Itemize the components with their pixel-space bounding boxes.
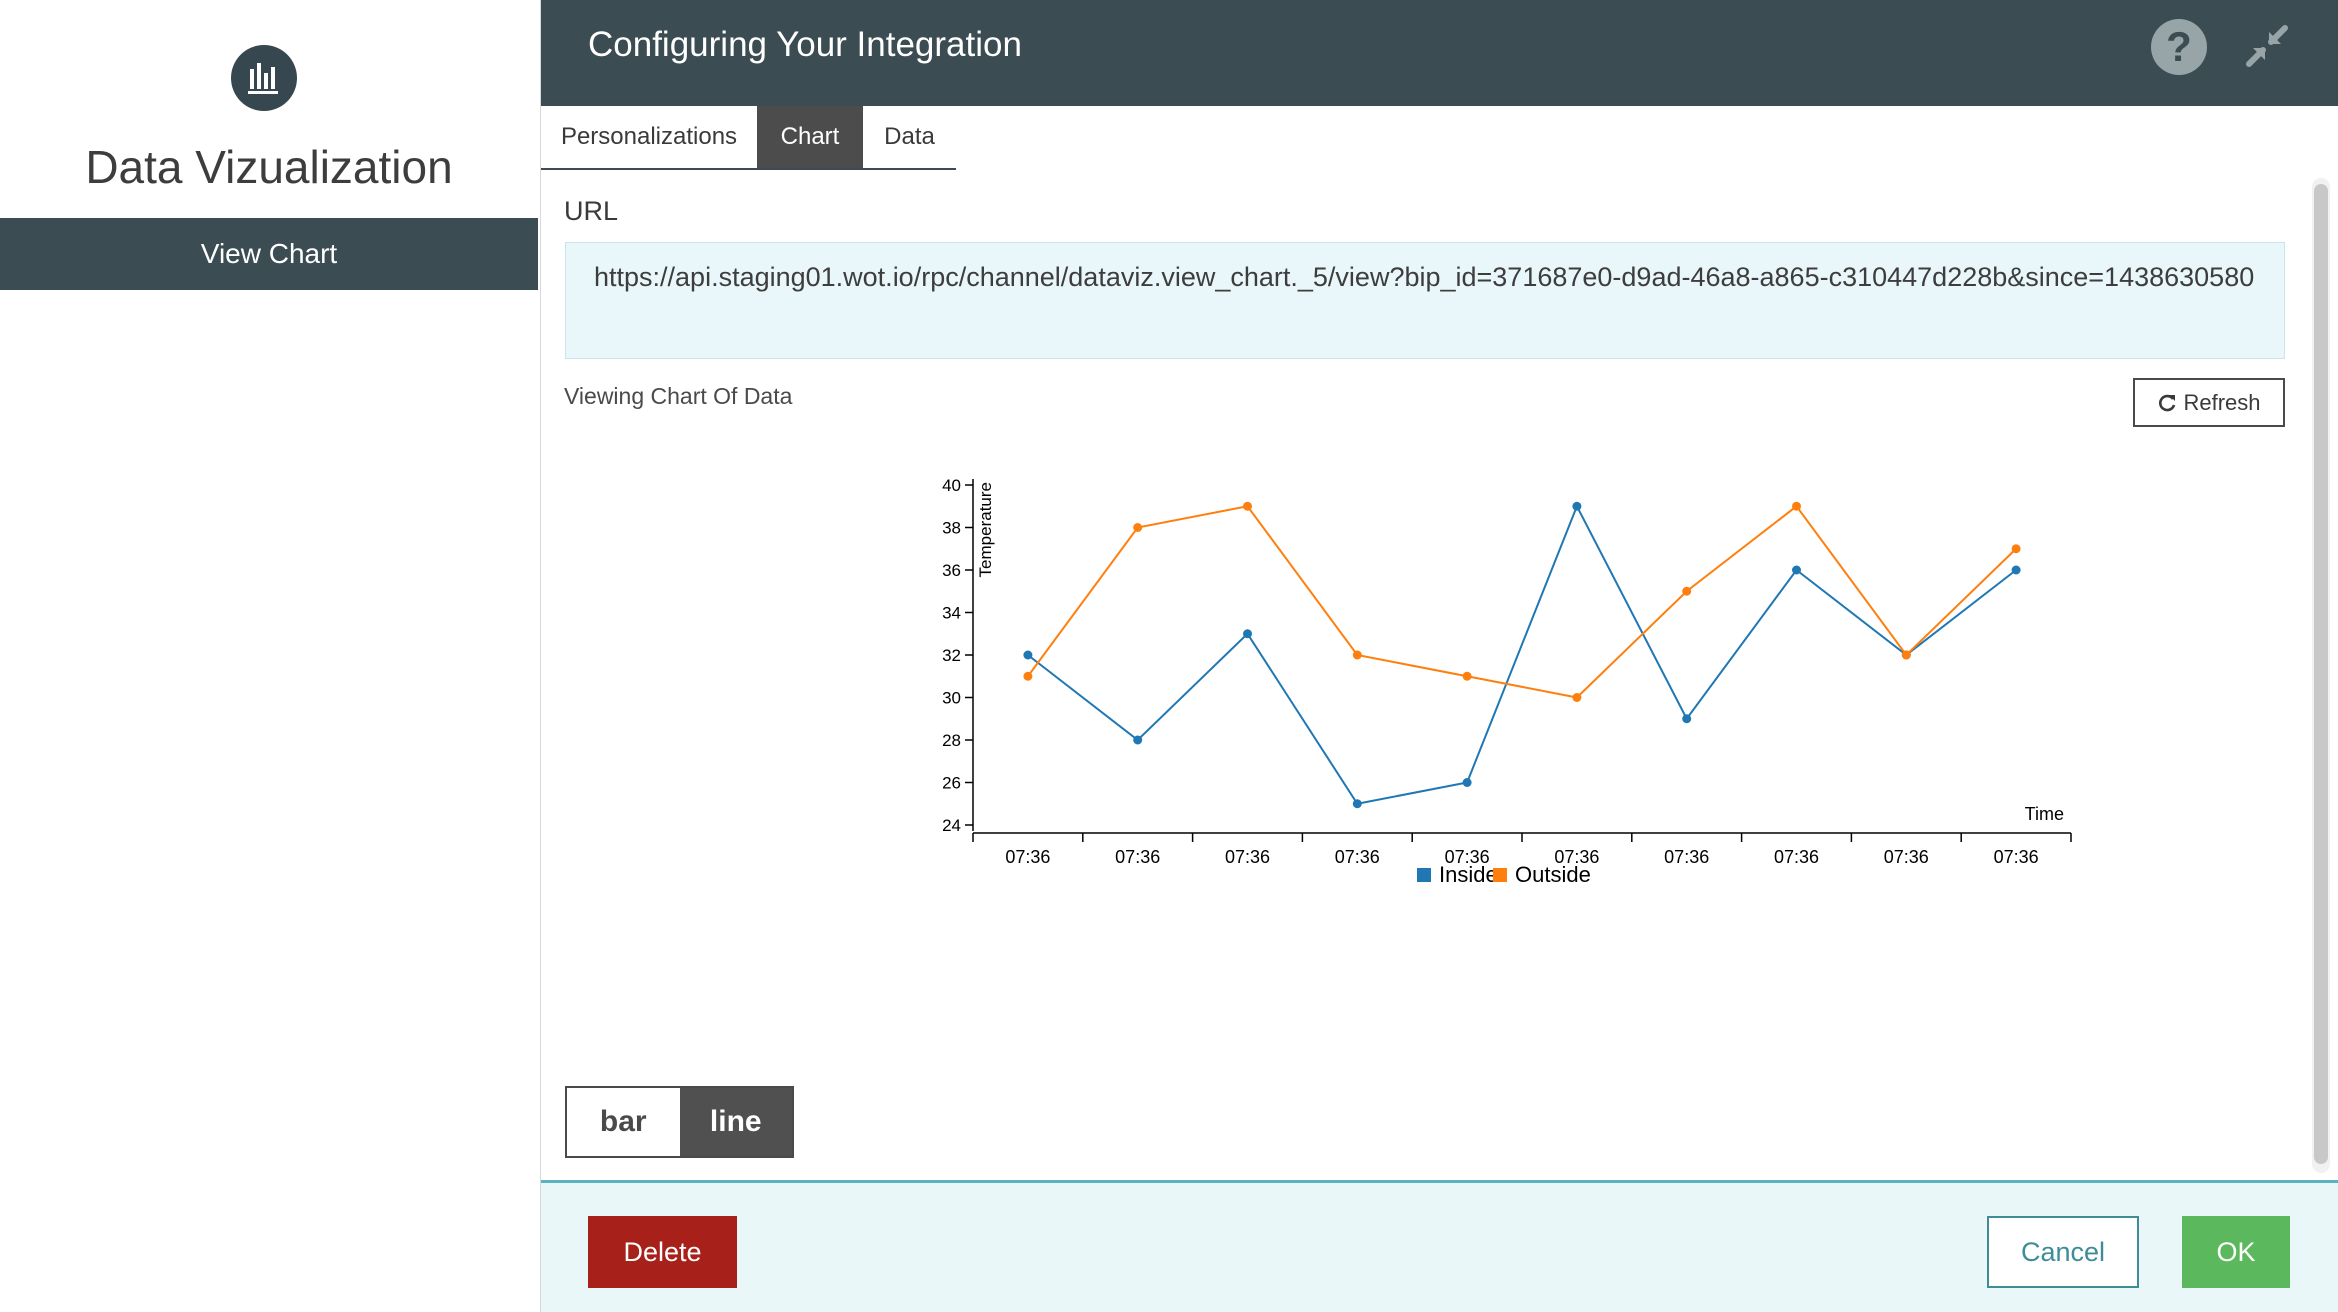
series-line-inside	[1027, 503, 2017, 805]
y-tick-label: 36	[942, 561, 961, 580]
data-point-outside	[1462, 671, 1472, 681]
scrollbar-thumb[interactable]	[2314, 184, 2328, 1164]
x-tick-label: 07:36	[1884, 847, 1929, 867]
legend-swatch-inside	[1417, 868, 1431, 882]
data-point-outside	[1133, 523, 1143, 532]
refresh-icon	[2159, 394, 2176, 411]
data-point-outside	[1792, 501, 1801, 511]
line-toggle-button[interactable]: line	[679, 1088, 792, 1156]
refresh-label: Refresh	[2183, 389, 2261, 415]
x-tick-label: 07:36	[1335, 847, 1380, 867]
data-point-inside	[1462, 778, 1472, 787]
data-point-inside	[1243, 629, 1252, 639]
dialog-header: Configuring Your Integration ?	[541, 0, 2338, 106]
data-point-outside	[2011, 544, 2021, 554]
data-point-inside	[1133, 735, 1143, 745]
integration-dialog: Configuring Your Integration ? Personali…	[540, 0, 2338, 1312]
y-tick-label: 40	[942, 476, 961, 495]
data-point-inside	[1792, 565, 1801, 575]
y-tick-label: 26	[942, 774, 961, 793]
x-tick-label: 07:36	[1005, 847, 1050, 867]
y-tick-label: 32	[942, 646, 961, 665]
y-axis-title: Temperature	[976, 482, 995, 577]
sidebar-item-view-chart[interactable]: View Chart	[0, 218, 538, 290]
data-point-outside	[1352, 650, 1362, 660]
dialog-title: Configuring Your Integration	[588, 25, 1022, 64]
chart-type-toggle: bar line	[565, 1086, 794, 1158]
app-title: Data Vizualization	[85, 141, 453, 193]
delete-button[interactable]: Delete	[588, 1216, 737, 1288]
chart-heading: Viewing Chart Of Data	[564, 383, 793, 409]
x-tick-label: 07:36	[1445, 847, 1490, 867]
y-tick-label: 24	[942, 816, 961, 835]
tab-chart[interactable]: Chart	[757, 106, 863, 168]
data-point-inside	[1572, 501, 1582, 511]
tab-content: URL https://api.staging01.wot.io/rpc/cha…	[541, 170, 2338, 1180]
x-tick-label: 07:36	[1225, 847, 1270, 867]
data-point-outside	[1572, 693, 1582, 702]
bar-chart-icon	[231, 45, 297, 111]
data-point-outside	[1901, 650, 1911, 660]
help-icon[interactable]: ?	[2151, 19, 2207, 75]
temperature-line-chart: 24 26 28 30 32 34 36 38 40 Temperature 07:36 07:36 0…	[942, 476, 2072, 887]
data-point-outside	[1682, 586, 1692, 596]
y-tick-label: 30	[942, 689, 961, 708]
refresh-button[interactable]: Refresh	[2133, 378, 2285, 427]
data-point-outside	[1023, 671, 1033, 681]
url-value[interactable]: https://api.staging01.wot.io/rpc/channel…	[565, 242, 2285, 359]
scrollbar[interactable]	[2312, 178, 2330, 1173]
x-tick-label: 07:36	[1774, 847, 1819, 867]
tab-personalizations[interactable]: Personalizations	[560, 123, 738, 150]
data-point-inside	[1682, 714, 1692, 724]
y-tick-label: 28	[942, 731, 961, 750]
x-tick-label: 07:36	[1554, 847, 1599, 867]
collapse-icon[interactable]	[2243, 22, 2291, 75]
legend-swatch-outside	[1493, 868, 1507, 882]
data-point-inside	[1352, 799, 1362, 809]
legend-label-outside: Outside	[1515, 862, 1591, 887]
data-point-inside	[2011, 565, 2021, 575]
x-tick-label: 07:36	[1664, 847, 1709, 867]
y-tick-label: 38	[942, 519, 961, 538]
cancel-button[interactable]: Cancel	[1987, 1216, 2139, 1288]
bar-toggle-button[interactable]: bar	[599, 1105, 647, 1138]
dialog-footer: Delete Cancel OK	[541, 1180, 2338, 1312]
tab-bar: Personalizations Chart Data	[541, 106, 956, 170]
legend-label-inside: Inside	[1439, 862, 1498, 887]
series-line-outside	[1027, 504, 2017, 699]
data-point-inside	[1023, 650, 1033, 660]
data-point-outside	[1243, 501, 1252, 511]
x-tick-label: 07:36	[1115, 847, 1160, 867]
sidebar: Data Vizualization View Chart	[0, 0, 538, 1312]
x-tick-label: 07:36	[1994, 847, 2039, 867]
tab-data[interactable]: Data	[884, 123, 935, 150]
ok-button[interactable]: OK	[2182, 1216, 2290, 1288]
url-label: URL	[564, 196, 619, 226]
y-tick-label: 34	[942, 604, 961, 623]
x-axis-title: Time	[2025, 804, 2064, 824]
